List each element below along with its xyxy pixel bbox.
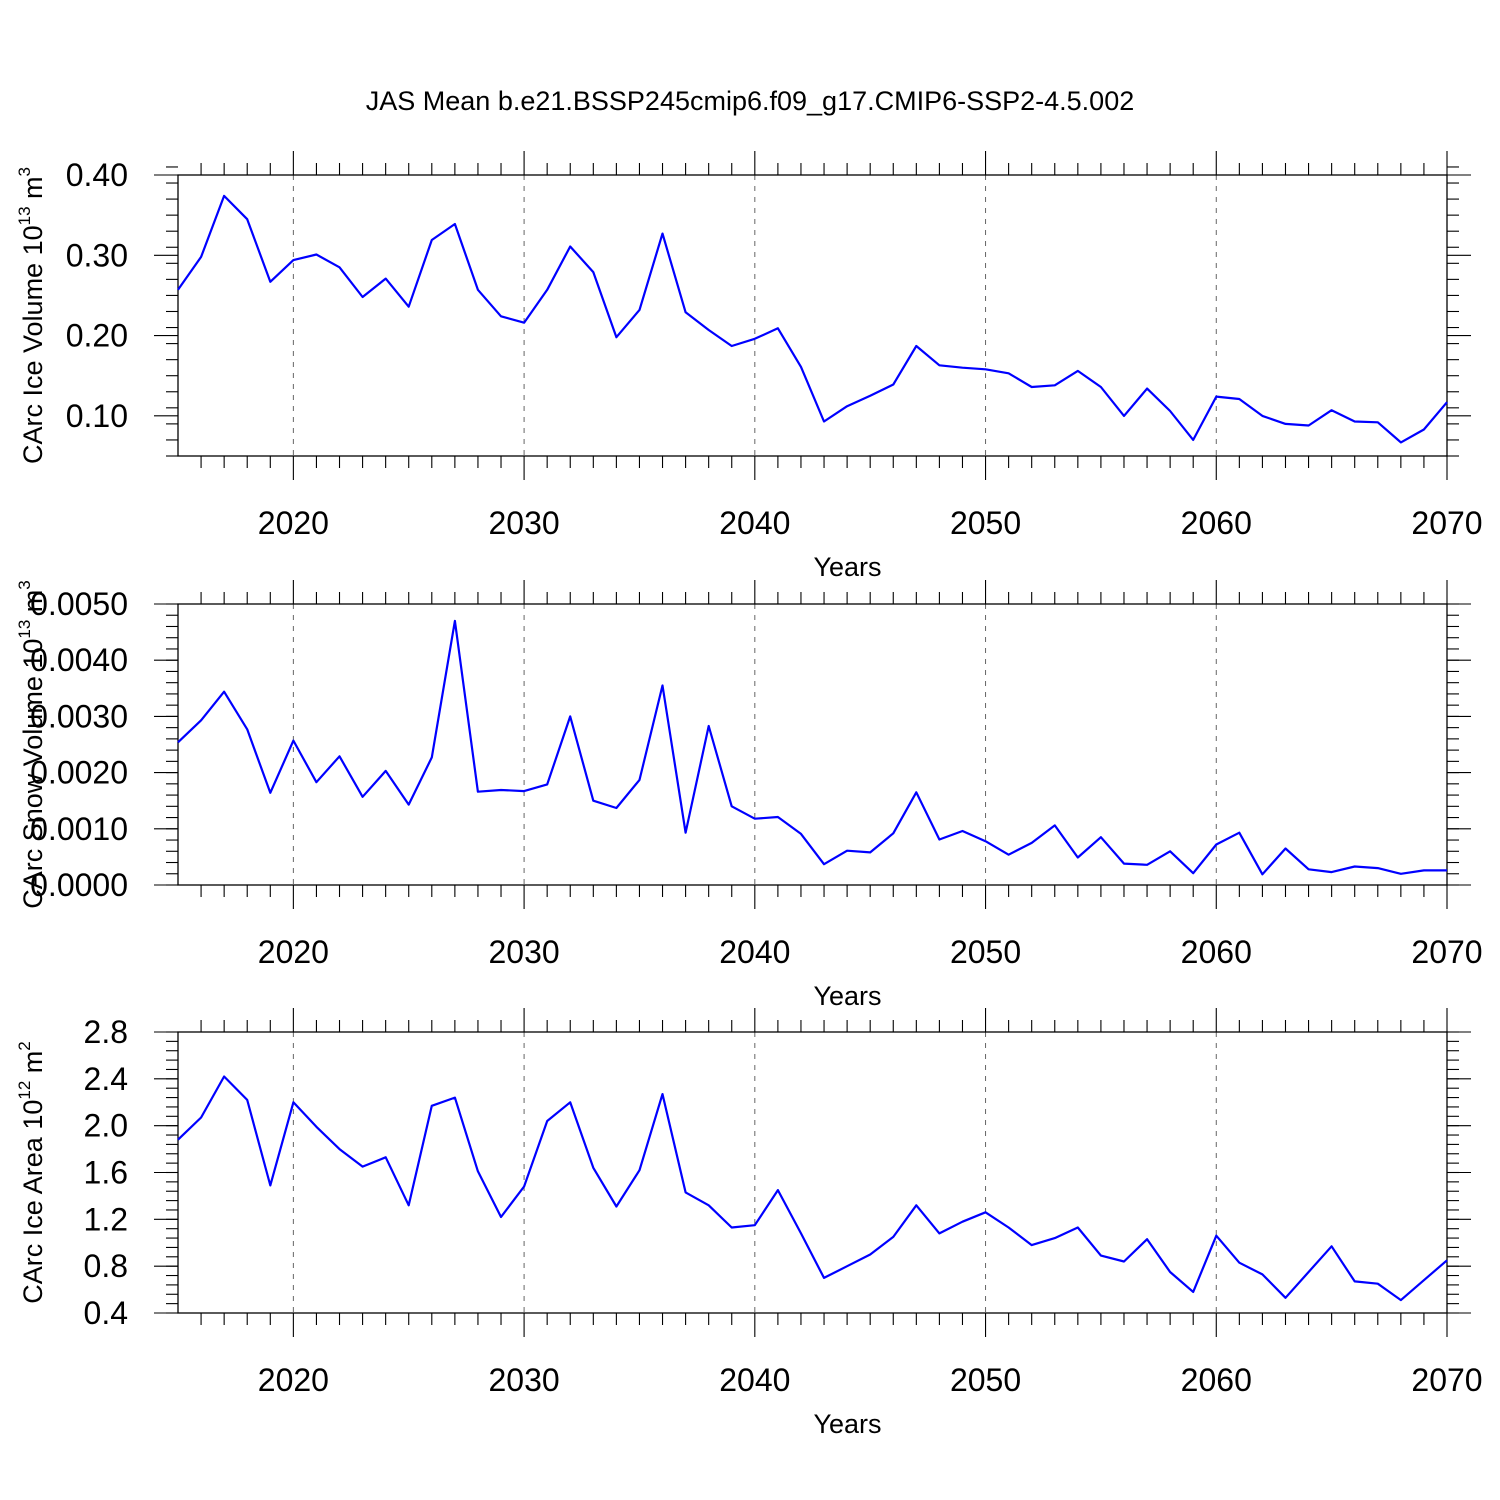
y-tick-label: 2.8 (84, 1014, 128, 1050)
x-tick-label: 2030 (488, 1362, 559, 1398)
y-axis-label: CArc Snow Volume 1013 m3 (15, 580, 48, 909)
x-tick-label: 2020 (258, 505, 329, 541)
panel-3: 2020 2030 2040 2050 2060 2070 0.4 0.8 1.2 1.6 2.0 2… (15, 1008, 1483, 1439)
y-tick-label: 0.10 (66, 398, 128, 434)
y-tick-label: 0.0020 (30, 755, 128, 791)
y-tick-label: 1.2 (84, 1201, 128, 1237)
y-axis-label: CArc Ice Volume 1013 m3 (15, 167, 48, 464)
x-tick-label: 2020 (258, 934, 329, 970)
x-tick-label: 2050 (950, 934, 1021, 970)
x-tick-label: 2070 (1411, 934, 1482, 970)
y-tick-label: 0.40 (66, 157, 128, 193)
y-tick-label: 1.6 (84, 1155, 128, 1191)
x-tick-label: 2040 (719, 1362, 790, 1398)
y-tick-label: 0.30 (66, 237, 128, 273)
y-tick-label: 0.4 (84, 1295, 128, 1331)
x-tick-label: 2070 (1411, 1362, 1482, 1398)
series-line (177, 194, 1448, 444)
y-tick-label: 0.8 (84, 1248, 128, 1284)
series-line (177, 1075, 1448, 1302)
y-tick-label: 0.0030 (30, 698, 128, 734)
x-axis-label: Years (813, 981, 881, 1011)
x-tick-label: 2020 (258, 1362, 329, 1398)
x-tick-label: 2070 (1411, 505, 1482, 541)
y-tick-label: 0.20 (66, 318, 128, 354)
y-axis-label: CArc Ice Area 1012 m2 (15, 1041, 48, 1304)
x-tick-label: 2040 (719, 505, 790, 541)
y-tick-label: 0.0050 (30, 586, 128, 622)
x-tick-label: 2060 (1181, 505, 1252, 541)
panel-1: 2020 2030 2040 2050 2060 2070 0.10 0.20 0.30 0.40… (15, 151, 1483, 582)
figure-title: JAS Mean b.e21.BSSP245cmip6.f09_g17.CMIP… (366, 86, 1134, 116)
x-tick-label: 2030 (488, 934, 559, 970)
series-line (177, 619, 1447, 876)
y-tick-label: 0.0040 (30, 642, 128, 678)
y-tick-label: 2.0 (84, 1108, 128, 1144)
x-tick-label: 2050 (950, 505, 1021, 541)
x-tick-label: 2060 (1181, 1362, 1252, 1398)
x-axis-label: Years (813, 552, 881, 582)
x-tick-label: 2050 (950, 1362, 1021, 1398)
y-tick-label: 2.4 (84, 1061, 128, 1097)
y-tick-label: 0.0010 (30, 811, 128, 847)
y-tick-label: 0.0000 (30, 867, 128, 903)
plot-frame (177, 174, 1448, 457)
plot-frame (177, 603, 1448, 886)
x-axis-label: Years (813, 1409, 881, 1439)
x-tick-label: 2040 (719, 934, 790, 970)
x-tick-label: 2060 (1181, 934, 1252, 970)
x-tick-label: 2030 (488, 505, 559, 541)
panel-2: 2020 2030 2040 2050 2060 2070 0.0000 0.0010 0.00… (15, 580, 1483, 1011)
